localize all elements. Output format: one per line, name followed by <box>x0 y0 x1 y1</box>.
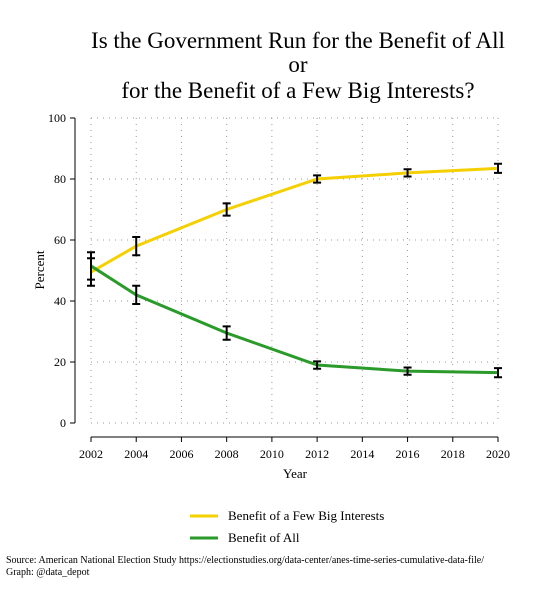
error-bar <box>313 360 322 370</box>
x-tick-label: 2004 <box>124 447 148 461</box>
x-tick-label: 2012 <box>305 447 329 461</box>
error-bar <box>132 284 141 306</box>
x-tick-label: 2006 <box>169 447 193 461</box>
line <box>90 264 499 375</box>
y-tick-label: 20 <box>54 355 66 369</box>
x-tick-label: 2002 <box>79 447 103 461</box>
error-bar <box>132 235 141 257</box>
error-bar <box>403 168 412 178</box>
source: Graph: @data_depot <box>6 567 90 578</box>
y-tick-label: 100 <box>48 111 66 125</box>
error-bar <box>494 162 502 174</box>
y-tick-label: 60 <box>54 233 66 247</box>
x-tick-label: 2016 <box>396 447 420 461</box>
source: Source: American National Election Study… <box>6 555 484 566</box>
x-axis-label: Year <box>283 466 308 481</box>
error-bar <box>87 251 95 281</box>
y-tick-label: 40 <box>54 294 66 308</box>
y-tick-label: 0 <box>60 416 66 430</box>
error-bar <box>313 174 322 184</box>
x-tick-label: 2020 <box>486 447 510 461</box>
line <box>90 166 499 274</box>
x-tick-label: 2018 <box>441 447 465 461</box>
error-bar <box>494 367 502 379</box>
x-tick-label: 2010 <box>260 447 284 461</box>
error-bar <box>222 325 231 341</box>
x-tick-label: 2014 <box>350 447 374 461</box>
chart-title: for the Benefit of a Few Big Interests? <box>121 78 474 103</box>
legend-label: Benefit of a Few Big Interests <box>228 508 384 523</box>
y-tick-label: 80 <box>54 172 66 186</box>
legend-label: Benefit of All <box>228 530 300 545</box>
x-tick-label: 2008 <box>215 447 239 461</box>
error-bar <box>403 366 412 376</box>
chart-title: Is the Government Run for the Benefit of… <box>91 28 505 53</box>
chart-title: or <box>288 52 308 77</box>
y-axis-label: Percent <box>32 250 47 289</box>
error-bar <box>222 202 231 217</box>
